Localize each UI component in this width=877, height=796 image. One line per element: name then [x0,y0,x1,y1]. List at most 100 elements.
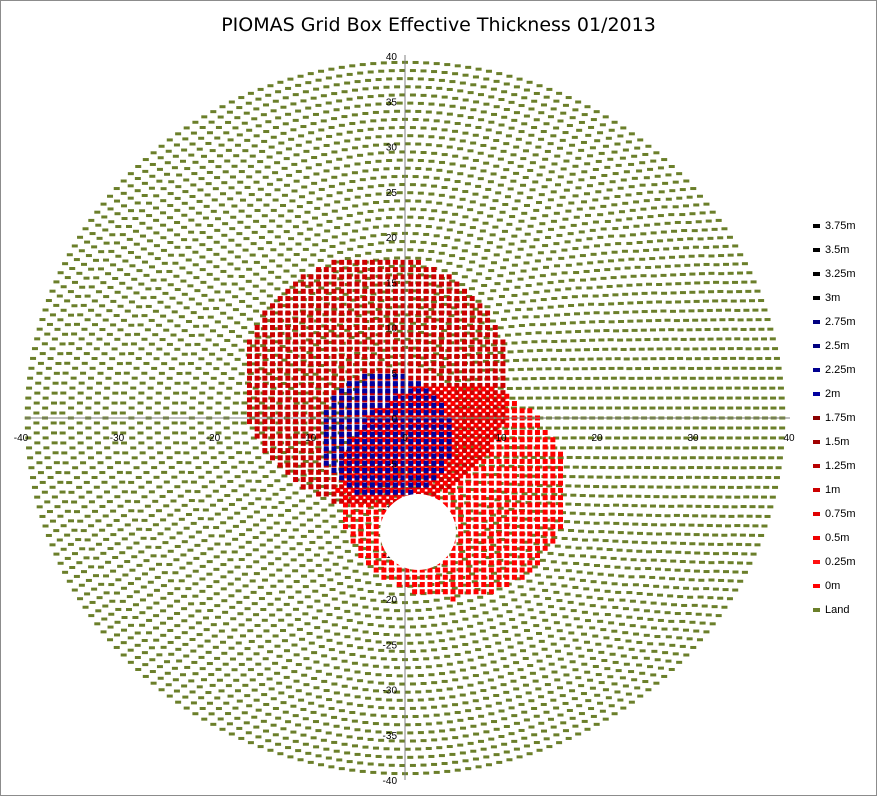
land-point [110,323,117,327]
land-point [431,681,438,685]
land-point [391,714,398,718]
land-point [646,240,653,244]
land-point [446,145,453,149]
land-point [267,84,274,88]
land-point [470,83,477,87]
land-point [80,303,87,307]
land-point [452,736,459,740]
land-point [154,401,161,405]
land-point [643,199,650,203]
land-point [614,690,621,694]
land-point [613,521,620,525]
land-point [176,371,183,375]
land-point [131,376,138,380]
land-point [290,704,297,708]
land-point [354,695,361,699]
land-point [490,87,497,91]
land-point [112,391,119,395]
land-point [581,719,588,723]
land-point [545,465,552,469]
land-point [735,406,742,410]
land-point [705,366,712,370]
land-point [396,674,403,678]
land-point [335,411,342,415]
land-point [339,591,346,595]
land-point [475,67,482,71]
land-point [630,446,637,450]
land-point [293,401,300,405]
land-point [66,351,73,355]
land-point [565,287,572,291]
land-point [420,126,427,130]
land-point [323,530,330,534]
land-point [407,272,414,276]
land-point [545,406,552,410]
land-point [727,561,734,565]
land-point [214,542,221,546]
land-point [409,183,416,187]
land-point [236,133,243,137]
land-point [496,614,503,618]
land-point [331,117,338,121]
land-point [153,231,160,235]
land-point [383,608,390,612]
land-point [280,304,287,308]
land-point [263,203,270,207]
land-point [643,609,650,613]
land-point [640,600,647,604]
land-point [150,537,157,541]
land-point [420,624,427,628]
land-point [351,744,358,748]
ice-point-1m [285,448,291,454]
land-point [607,675,614,679]
land-point [676,172,683,176]
land-point [132,615,139,619]
land-point [544,683,551,687]
land-point [415,85,422,89]
land-point [250,436,257,440]
land-point [452,129,459,133]
land-point [275,116,282,120]
ice-point-1m [277,303,283,309]
land-point [221,325,228,329]
land-point [439,614,446,618]
land-point [554,288,561,292]
land-point [583,311,590,315]
land-point [462,676,469,680]
land-point [256,198,263,202]
land-point [114,212,121,216]
land-point [736,290,743,294]
land-point [457,602,464,606]
land-point [265,372,272,376]
land-point [227,558,234,562]
land-point [598,530,605,534]
land-point [71,500,78,504]
land-point [705,466,712,470]
land-point [547,281,554,285]
land-point [622,310,629,314]
land-point [637,694,644,698]
land-point [660,309,667,313]
land-point [253,180,260,184]
land-point [192,160,199,164]
land-point [581,113,588,117]
land-point [194,490,201,494]
land-point [326,450,333,454]
land-point [88,267,95,271]
land-point [550,190,557,194]
land-point [292,263,299,267]
land-point [154,257,161,261]
land-point [609,652,616,656]
land-point [547,551,554,555]
land-point [351,113,358,117]
land-point [344,693,351,697]
land-point [249,426,256,430]
land-point [539,222,546,226]
land-point [146,631,153,635]
land-point [634,146,641,150]
land-point [592,538,599,542]
land-point [508,732,515,736]
land-point [380,61,387,65]
land-point [306,314,313,318]
land-point [758,505,765,509]
